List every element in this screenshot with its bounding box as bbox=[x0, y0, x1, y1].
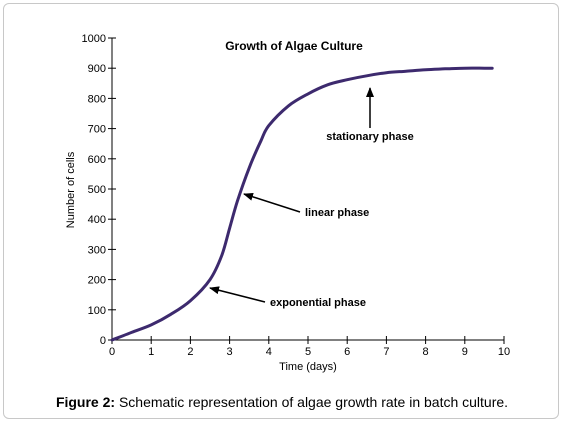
y-tick-label: 400 bbox=[88, 214, 106, 226]
x-tick-label: 10 bbox=[498, 346, 510, 358]
figure-caption: Figure 2: Schematic representation of al… bbox=[0, 394, 564, 410]
figure-frame bbox=[3, 3, 559, 419]
y-tick-label: 200 bbox=[88, 275, 106, 287]
x-tick-label: 7 bbox=[383, 346, 389, 358]
series-group bbox=[110, 66, 494, 342]
growth-curve-line bbox=[110, 66, 494, 342]
y-tick-label: 1000 bbox=[82, 33, 106, 45]
chart-title: Growth of Algae Culture bbox=[225, 39, 363, 53]
x-tick-label: 9 bbox=[462, 346, 468, 358]
axes: 0 100 200 300 400 500 600 700 800 900 1000 0 1 2 3 4 5 6 7… bbox=[82, 33, 511, 358]
x-tick-label: 8 bbox=[423, 346, 429, 358]
x-axis-label: Time (days) bbox=[279, 361, 337, 373]
y-tick-label: 900 bbox=[88, 63, 106, 75]
y-axis-label: Number of cells bbox=[65, 151, 77, 228]
x-tick-label: 0 bbox=[109, 346, 115, 358]
x-tick-label: 5 bbox=[305, 346, 311, 358]
growth-chart: Growth of Algae Culture Number of cells … bbox=[65, 33, 511, 373]
y-tick-label: 600 bbox=[88, 154, 106, 166]
y-tick-label: 300 bbox=[88, 244, 106, 256]
y-tick-label: 700 bbox=[88, 124, 106, 136]
annotation-arrow bbox=[243, 192, 301, 213]
x-tick-label: 6 bbox=[344, 346, 350, 358]
x-tick-label: 4 bbox=[266, 346, 272, 358]
y-tick-label: 500 bbox=[88, 184, 106, 196]
x-tick-label: 3 bbox=[227, 346, 233, 358]
annotation-arrow bbox=[209, 286, 266, 303]
annotation-label: stationary phase bbox=[326, 131, 413, 143]
caption-label: Figure 2: bbox=[55, 394, 116, 410]
annotation-label: linear phase bbox=[305, 207, 369, 219]
x-tick-label: 2 bbox=[187, 346, 193, 358]
y-tick-label: 100 bbox=[88, 305, 106, 317]
annotation-label: exponential phase bbox=[270, 297, 366, 309]
x-tick-label: 1 bbox=[148, 346, 154, 358]
annotations: stationary phase linear phase exponential … bbox=[209, 87, 414, 309]
y-tick-label: 800 bbox=[88, 93, 106, 105]
y-tick-label: 0 bbox=[100, 335, 106, 347]
caption-text: Schematic representation of algae growth… bbox=[115, 394, 509, 410]
